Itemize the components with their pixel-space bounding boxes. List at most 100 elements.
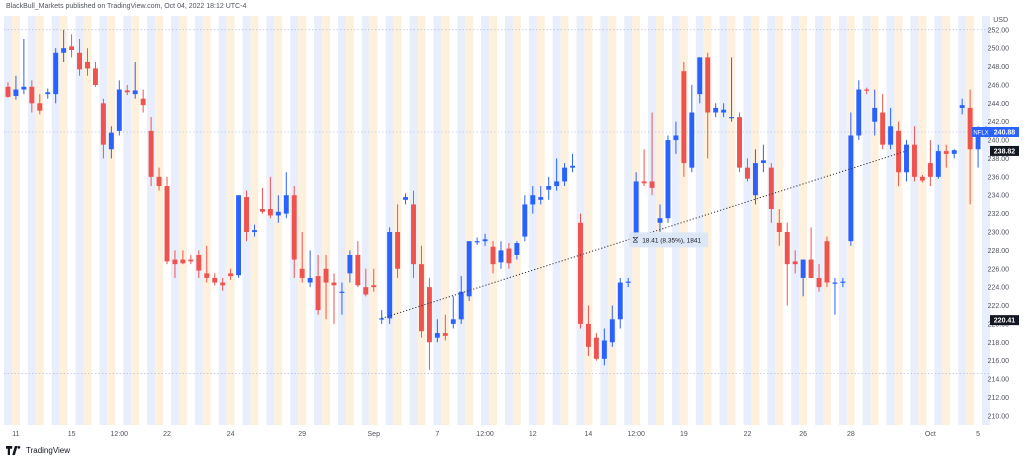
price-axis[interactable]: USD210.00212.00214.00216.00218.00220.002… (972, 17, 1019, 420)
time-tick-label: 12:00 (627, 431, 645, 438)
candle-body (538, 197, 544, 200)
measure-tool[interactable]: ⧖ 18.41 (8.35%), 1841 (629, 232, 709, 248)
price-tick-label: 246.00 (988, 82, 1010, 89)
session-band (194, 16, 203, 425)
candle-body (697, 57, 703, 95)
candle-body (100, 103, 106, 145)
candle-body (824, 241, 830, 283)
candle-body (466, 241, 472, 297)
candle-body (403, 197, 409, 200)
symbol-tag-text: NFLX (973, 131, 988, 137)
candle-body (792, 261, 798, 265)
candle-body (244, 197, 249, 232)
candle-body (37, 103, 43, 111)
session-band (958, 16, 967, 425)
session-band (345, 16, 354, 425)
candle-body (729, 117, 735, 119)
time-tick-label: 12:00 (111, 431, 129, 438)
price-tick-label: 216.00 (988, 358, 1010, 365)
session-band (250, 16, 259, 425)
candle-body (848, 135, 854, 242)
candle-body (283, 195, 289, 214)
price-tick-label: 222.00 (988, 303, 1010, 310)
candle-body (896, 130, 902, 173)
candles[interactable] (5, 29, 989, 370)
candle-body (474, 241, 480, 243)
candle-body (61, 48, 67, 53)
session-band (131, 16, 140, 425)
candle-body (959, 105, 965, 108)
candle-body (904, 144, 909, 173)
candle-body (259, 209, 265, 212)
brand-name: TradingView (26, 446, 71, 455)
candle-body (450, 319, 456, 324)
candle-body (434, 333, 440, 338)
time-axis[interactable]: 11 15 12:00 22 24 29 Sep 7 12:00 12 14 12:00 19 22 26 2… (12, 431, 980, 438)
candle-body (299, 268, 305, 278)
candle-body (371, 285, 377, 288)
candle-body (911, 144, 917, 177)
session-band (719, 16, 728, 425)
candle-body (514, 243, 520, 255)
session-band (83, 16, 92, 425)
session-band (942, 16, 951, 425)
session-band (202, 16, 211, 425)
candle-body (482, 239, 488, 242)
session-band (51, 16, 60, 425)
session-band (11, 16, 20, 425)
candle-body (943, 151, 949, 154)
candle-body (29, 86, 35, 104)
session-band (671, 16, 680, 425)
session-band (862, 16, 871, 425)
candle-body (212, 277, 218, 283)
measure-tooltip-text: 18.41 (8.35%), 1841 (642, 237, 701, 244)
session-band (489, 16, 497, 425)
price-tick-label: 238.00 (988, 156, 1010, 163)
session-band (838, 16, 847, 425)
time-tick-label: 24 (227, 431, 235, 438)
candle-body (156, 176, 162, 187)
session-band (107, 16, 116, 425)
session-band (361, 16, 370, 425)
candle-body (832, 282, 838, 284)
session-band (35, 16, 44, 425)
candle-body (395, 231, 401, 269)
footer: TradingView (6, 446, 70, 455)
candle-body (888, 126, 894, 145)
candle-body (562, 167, 568, 182)
session-band (170, 16, 179, 425)
candle-body (69, 46, 75, 51)
measure-tooltip-box (629, 232, 709, 248)
time-tick-label: 12:00 (476, 431, 494, 438)
candle-body (935, 151, 941, 177)
session-band (314, 16, 323, 425)
time-tick-label: 5 (976, 431, 980, 438)
session-band (886, 16, 895, 425)
low-price-badge-text: 220.41 (994, 318, 1016, 325)
candle-body (546, 186, 552, 190)
session-band (552, 16, 561, 425)
candle-body (188, 259, 194, 262)
price-tick-label: 248.00 (988, 64, 1010, 71)
time-tick-label: 11 (12, 431, 19, 438)
session-band (648, 16, 657, 425)
candle-body (522, 204, 528, 237)
session-band (59, 16, 68, 425)
candle-body (92, 68, 98, 85)
candle-body (490, 246, 496, 265)
price-tick-label: 234.00 (988, 193, 1010, 200)
candle-body (768, 167, 774, 210)
candle-body (458, 291, 464, 320)
session-band (369, 16, 378, 425)
session-band (75, 16, 84, 425)
candle-body (506, 248, 512, 264)
price-tick-label: 236.00 (988, 174, 1010, 181)
candle-body (689, 112, 695, 168)
reference-price-badge-bg (990, 145, 1019, 156)
session-band (791, 16, 800, 425)
candle-body (379, 318, 385, 320)
session-band (600, 16, 609, 425)
price-tick-label: 224.00 (988, 285, 1010, 292)
candle-body (681, 71, 687, 164)
